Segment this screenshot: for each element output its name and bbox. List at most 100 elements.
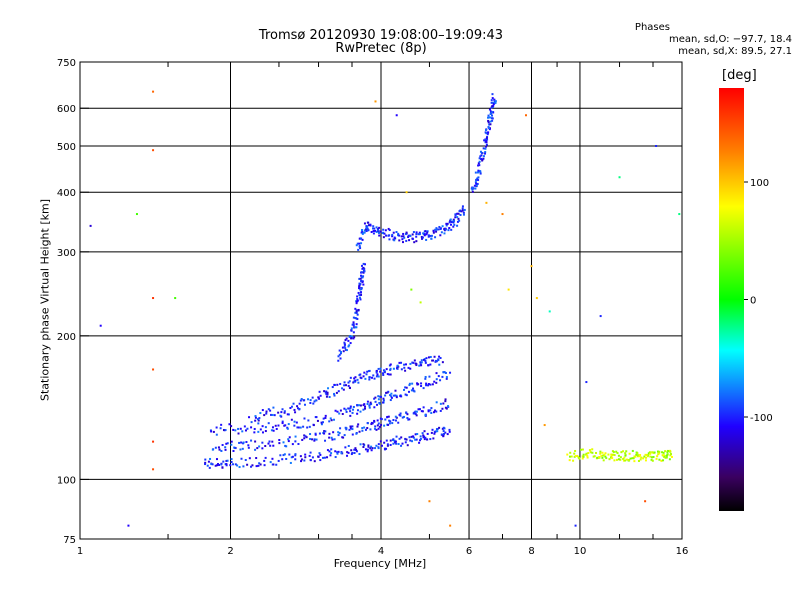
trace-point [313, 439, 316, 442]
trace-point [489, 120, 492, 123]
trace-point [323, 432, 326, 435]
trace-point [321, 421, 324, 424]
trace-point [384, 418, 387, 421]
x-tick-label: 6 [466, 546, 472, 557]
trace-point [330, 419, 333, 422]
trace-point [208, 466, 211, 469]
trace-point [278, 438, 281, 441]
trace-point [320, 421, 323, 424]
trace-point [438, 355, 441, 358]
trace-point [432, 230, 435, 233]
trace-point [482, 147, 485, 150]
trace-point [385, 234, 388, 237]
grid-lines [80, 62, 682, 539]
trace-point [445, 222, 448, 225]
trace-point [237, 427, 240, 430]
trace-point [492, 111, 495, 114]
trace-point [366, 448, 369, 451]
trace-point [658, 458, 661, 461]
trace-point [338, 432, 341, 435]
trace-point [378, 395, 381, 398]
trace-point [453, 219, 456, 222]
trace-point [298, 408, 301, 411]
trace-point [456, 216, 459, 219]
trace-point [357, 248, 360, 251]
trace-point [312, 424, 315, 427]
trace-point [225, 459, 228, 462]
trace-point [484, 147, 487, 150]
trace-point [329, 454, 332, 457]
trace-point [350, 453, 353, 456]
trace-point [337, 359, 340, 362]
trace-point [361, 232, 364, 235]
trace-point [288, 436, 291, 439]
trace-point [323, 456, 326, 459]
trace-point [330, 448, 333, 451]
trace-point [439, 402, 442, 405]
trace-point [356, 404, 359, 407]
trace-point [426, 432, 429, 435]
trace-point [669, 454, 672, 457]
scatter-point [152, 368, 155, 371]
trace-point [395, 231, 398, 234]
trace-point [261, 447, 264, 450]
trace-point [389, 373, 392, 376]
trace-point [340, 452, 343, 455]
trace-point [454, 214, 457, 217]
trace-point [446, 222, 449, 225]
trace-point [440, 231, 443, 234]
trace-point [372, 232, 375, 235]
trace-point [453, 223, 456, 226]
trace-point [353, 377, 356, 380]
trace-point [433, 409, 436, 412]
trace-point [366, 370, 369, 373]
trace-point [358, 430, 361, 433]
trace-point [636, 455, 639, 458]
trace-point [443, 232, 446, 235]
trace-point [363, 229, 366, 232]
trace-point [649, 452, 652, 455]
trace-point [429, 438, 432, 441]
trace-point [611, 457, 614, 460]
scatter-point [152, 297, 155, 300]
trace-point [358, 285, 361, 288]
trace-point [339, 382, 342, 385]
trace-point [477, 164, 480, 167]
trace-point [349, 410, 352, 413]
trace-point [591, 448, 594, 451]
trace-point [250, 421, 253, 424]
trace-point [313, 438, 316, 441]
trace-point [601, 456, 604, 459]
trace-point [258, 445, 261, 448]
trace-point [379, 230, 382, 233]
trace-point [359, 443, 362, 446]
trace-point [343, 381, 346, 384]
trace-point [220, 449, 223, 452]
trace-point [388, 229, 391, 232]
trace-point [370, 421, 373, 424]
scatter-point [485, 201, 488, 204]
x-tick-label: 10 [574, 546, 587, 557]
trace-point [306, 398, 309, 401]
trace-point [582, 453, 585, 456]
trace-point [408, 382, 411, 385]
y-tick-label: 300 [57, 248, 76, 259]
trace-point [429, 355, 432, 358]
trace-point [494, 100, 497, 103]
trace-point [473, 184, 476, 187]
trace-point [389, 399, 392, 402]
trace-point [386, 373, 389, 376]
trace-point [363, 371, 366, 374]
trace-point [435, 410, 438, 413]
trace-point [402, 235, 405, 238]
trace-point [645, 456, 648, 459]
trace-point [490, 101, 493, 104]
trace-point [362, 375, 365, 378]
trace-point [359, 247, 362, 250]
trace-point [480, 151, 483, 154]
trace-point [328, 432, 331, 435]
trace-point [375, 371, 378, 374]
trace-point [432, 411, 435, 414]
trace-point [401, 238, 404, 241]
trace-point [415, 363, 418, 366]
